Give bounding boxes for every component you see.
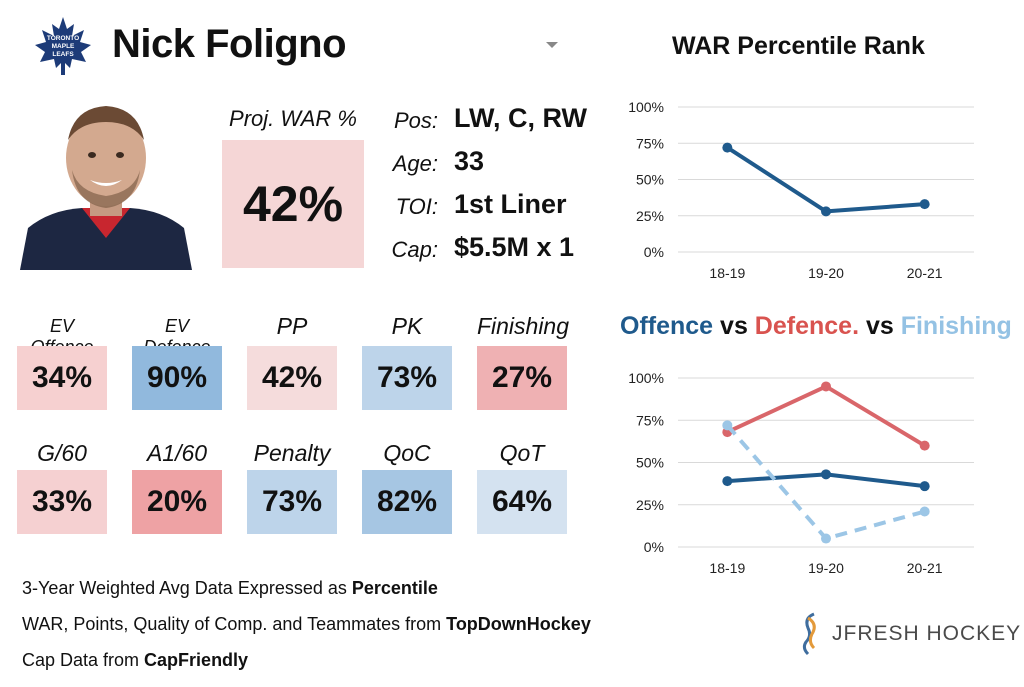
bio-value-cap: $5.5M x 1 [454, 232, 575, 262]
stat-label-penalty: Penalty [253, 440, 331, 466]
series-line [726, 384, 926, 448]
offence-defence-finishing-chart: 0% 25% 50% 75% 100% 18-19 19-20 20-21 [628, 370, 974, 576]
bio-label-pos: Pos: [393, 108, 438, 133]
y-tick-label: 75% [636, 412, 664, 428]
data-point [919, 506, 930, 517]
ovd-chart-title: Offence vs Defence. vs Finishing [620, 312, 1012, 341]
bio-value-toi: 1st Liner [454, 189, 567, 219]
footer-bold-3: CapFriendly [144, 650, 249, 670]
bio-value-pos: LW, C, RW [454, 103, 587, 133]
bio-label-cap: Cap: [391, 237, 438, 262]
x-tick-label: 19-20 [808, 560, 844, 576]
logo-text-1: TORONTO [47, 35, 79, 42]
footer-text-3: Cap Data from [22, 650, 145, 670]
title-vs-2: vs [859, 312, 901, 340]
footer-line-3: Cap Data from CapFriendly [22, 650, 248, 671]
y-tick-label: 50% [636, 455, 664, 471]
stat-value-ev-defence: 90% [132, 346, 222, 410]
y-tick-label: 50% [636, 172, 664, 188]
stat-label-pk: PK [391, 313, 423, 339]
stat-value-a160: 20% [132, 470, 222, 534]
player-name: Nick Foligno [112, 22, 347, 66]
war-chart-title: WAR Percentile Rank [672, 32, 925, 60]
stat-value-g60: 33% [17, 470, 107, 534]
jfresh-logo-icon [802, 612, 816, 656]
stat-value-ev-offence: 34% [17, 346, 107, 410]
bio-value-age: 33 [454, 146, 485, 176]
stat-label-g60: G/60 [37, 440, 87, 466]
y-tick-label: 25% [636, 208, 664, 224]
y-tick-label: 100% [628, 370, 664, 386]
logo-text-3: LEAFS [52, 51, 74, 58]
stat-value-pk: 73% [362, 346, 452, 410]
data-point [821, 533, 831, 544]
bio-label-age: Age: [392, 151, 438, 176]
stat-label-pp: PP [276, 313, 308, 339]
y-tick-label: 100% [628, 99, 664, 115]
title-vs-1: vs [713, 312, 755, 340]
data-point [821, 381, 831, 392]
war-percentile-chart: 0% 25% 50% 75% 100% 18-19 19-20 20-21 [628, 99, 974, 281]
data-point [722, 420, 733, 431]
x-tick-label: 18-19 [709, 560, 745, 576]
stat-label-qot: QoT [499, 440, 545, 466]
data-point [919, 481, 930, 492]
stat-value-finishing: 27% [477, 346, 567, 410]
y-tick-label: 0% [644, 244, 664, 260]
stat-value-qot: 64% [477, 470, 567, 534]
data-point [722, 476, 733, 487]
footer-bold-1: Percentile [351, 578, 438, 598]
stat-value-pp: 42% [247, 346, 337, 410]
x-tick-label: 19-20 [808, 265, 844, 281]
stat-label-a160: A1/60 [146, 440, 208, 466]
data-point [722, 142, 733, 153]
title-offence: Offence [620, 312, 714, 340]
stat-value-penalty: 73% [247, 470, 337, 534]
x-tick-label: 18-19 [709, 265, 745, 281]
data-point [821, 206, 831, 217]
stat-value-qoc: 82% [362, 470, 452, 534]
maple-leaf-icon: TORONTO MAPLE LEAFS [35, 17, 91, 75]
footer-line-1: 3-Year Weighted Avg Data Expressed as Pe… [22, 578, 438, 599]
logo-text-2: MAPLE [52, 43, 75, 50]
title-finishing: Finishing [900, 312, 1012, 340]
brand-text: JFRESH HOCKEY [832, 622, 1022, 645]
title-defence: Defence. [754, 312, 860, 340]
data-point [919, 199, 930, 210]
y-tick-label: 0% [644, 539, 664, 555]
y-tick-label: 25% [636, 497, 664, 513]
x-tick-label: 20-21 [907, 560, 943, 576]
data-point [821, 469, 831, 480]
bio-label-toi: TOI: [395, 194, 438, 219]
y-tick-label: 75% [636, 135, 664, 151]
maple-leafs-logo: TORONTO MAPLE LEAFS [34, 16, 92, 76]
proj-war-label: Proj. WAR % [229, 106, 357, 131]
footer-text-1: 3-Year Weighted Avg Data Expressed as [22, 578, 352, 598]
footer-line-2: WAR, Points, Quality of Comp. and Teamma… [22, 614, 591, 635]
data-point [919, 440, 930, 451]
jfresh-brand: JFRESH HOCKEY [800, 612, 1021, 656]
x-tick-label: 20-21 [907, 265, 943, 281]
player-photo [20, 100, 192, 270]
proj-war-value: 42% [222, 140, 364, 268]
player-dropdown-icon[interactable] [546, 42, 558, 48]
footer-bold-2: TopDownHockey [446, 614, 591, 634]
stat-label-qoc: QoC [383, 440, 431, 466]
stat-label-finishing: Finishing [476, 313, 570, 339]
footer-text-2: WAR, Points, Quality of Comp. and Teamma… [22, 614, 447, 634]
